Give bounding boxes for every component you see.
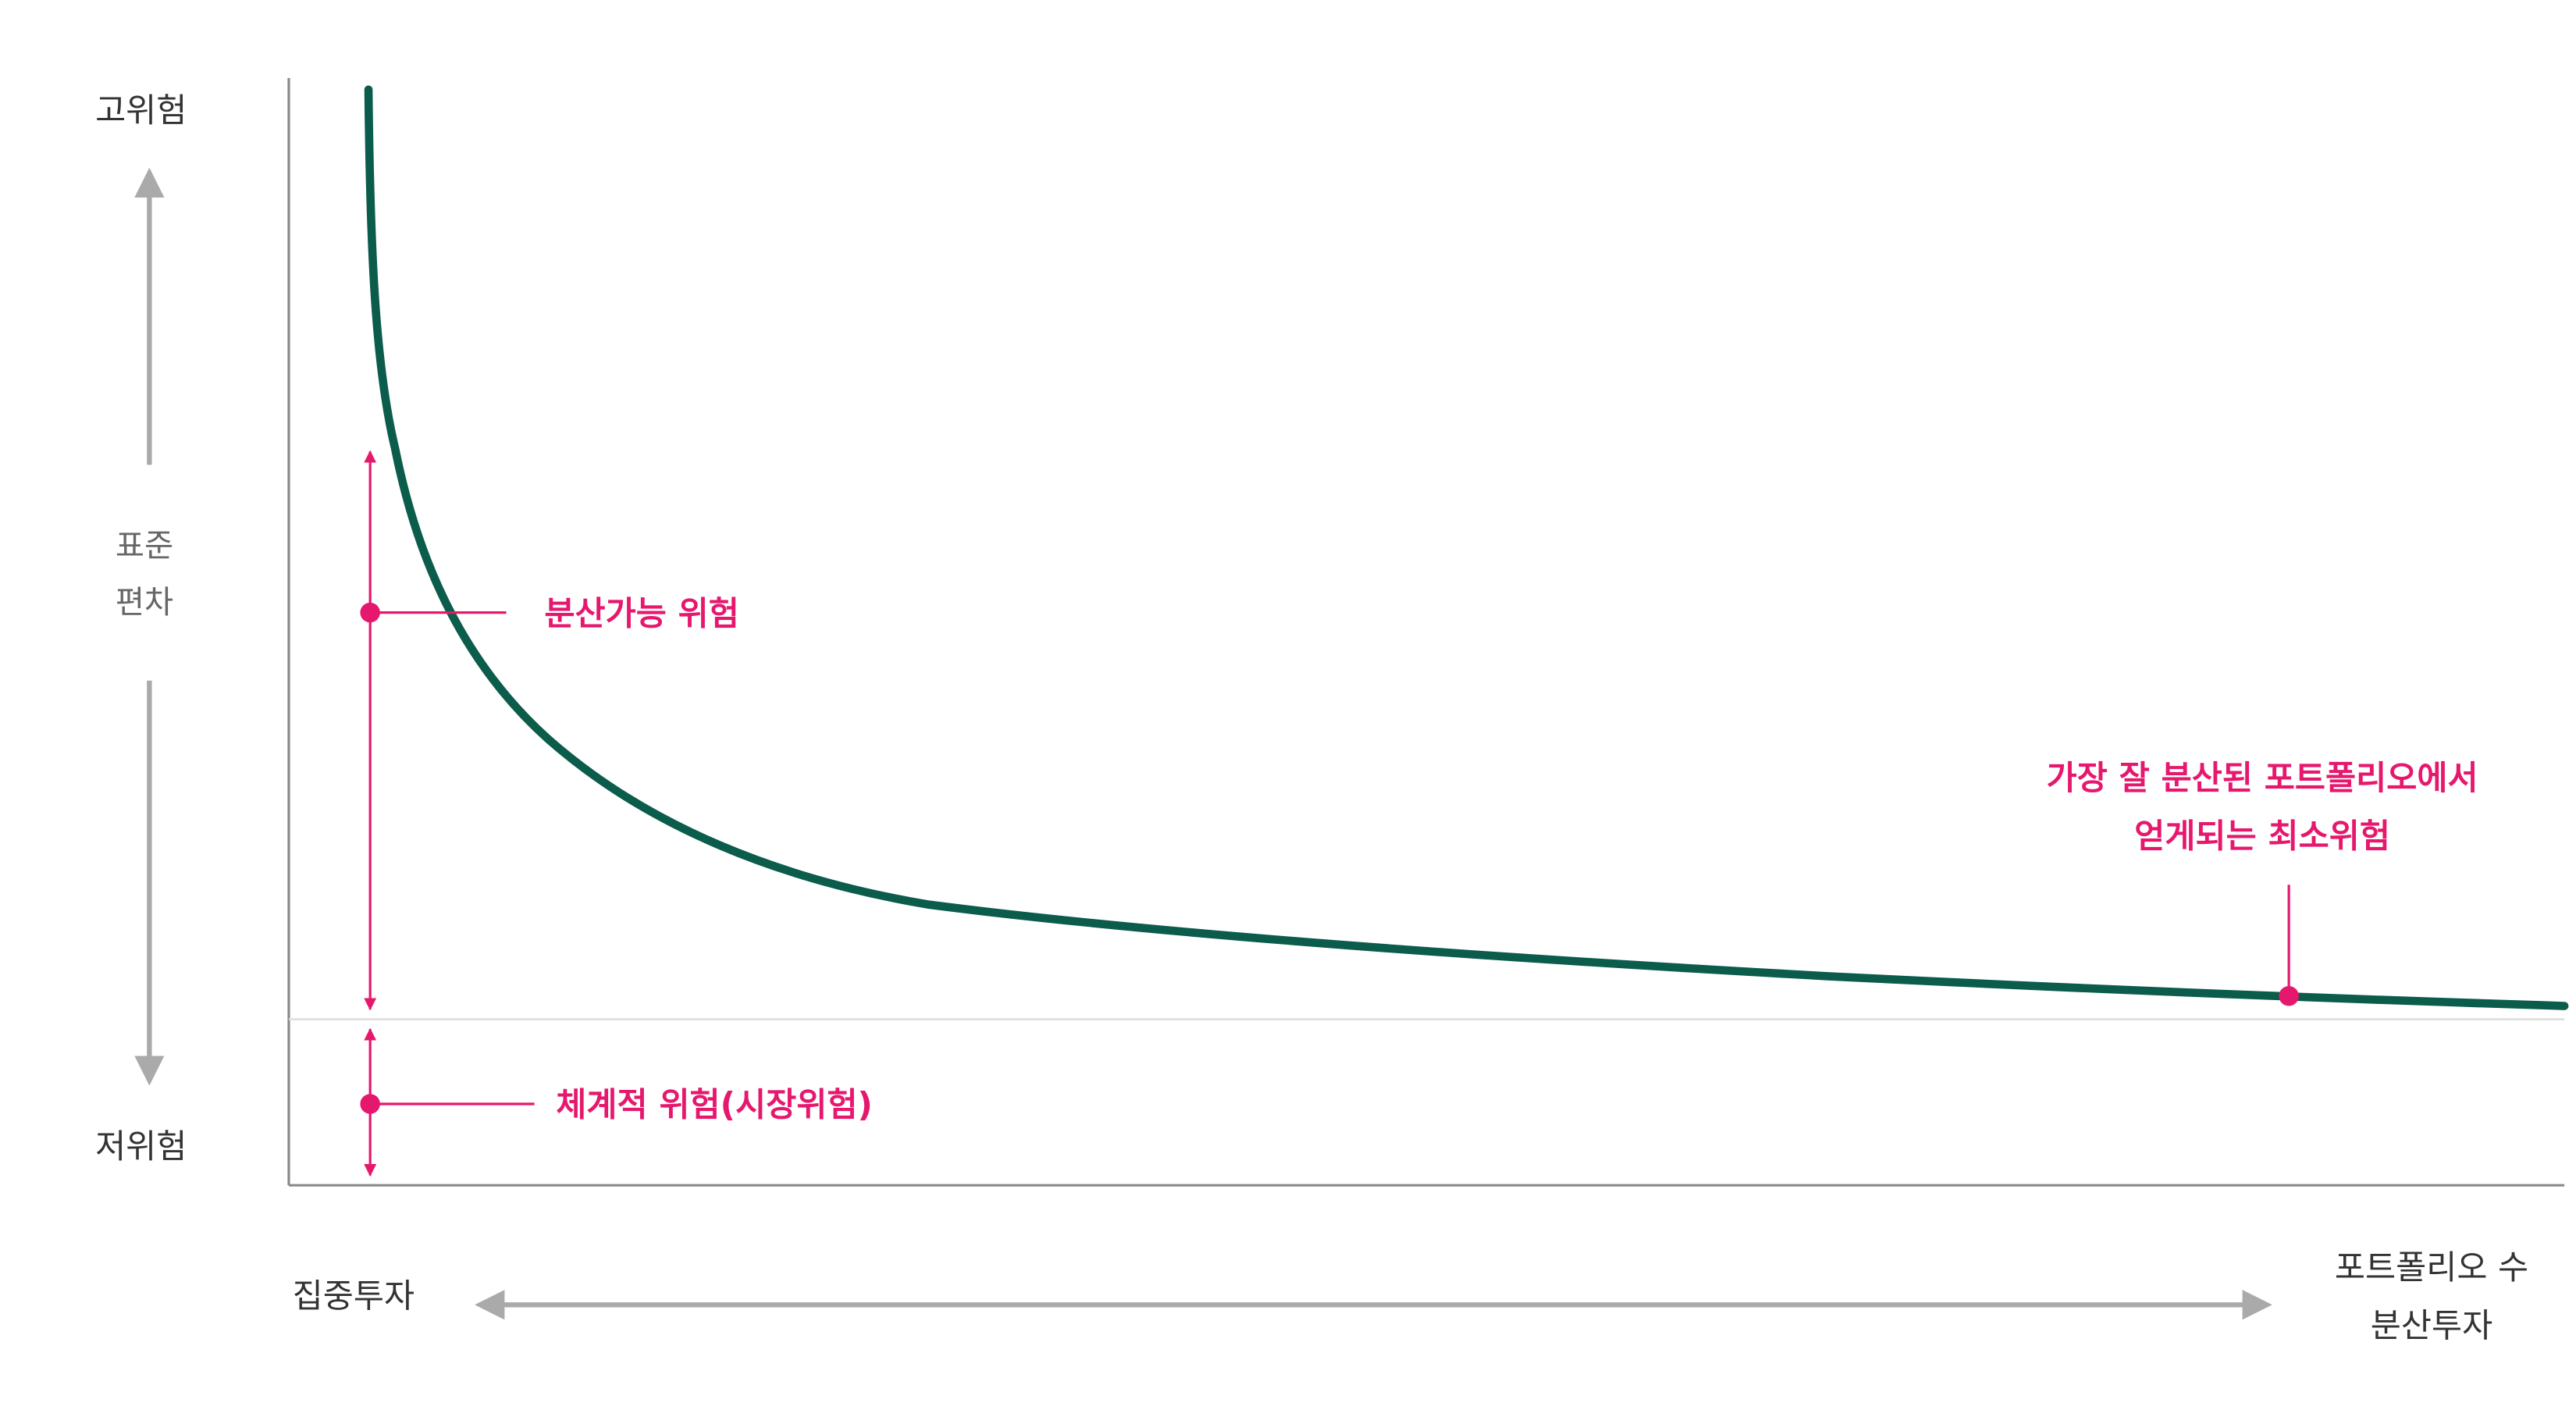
- dot: [360, 1094, 380, 1114]
- high-risk-label: 고위험: [95, 92, 187, 130]
- dot: [360, 602, 380, 623]
- diversified-label: 분산투자: [2371, 1308, 2492, 1346]
- std-label: 표준: [116, 528, 173, 564]
- minimum-risk-label: 가장 잘 분산된 포트폴리오에서: [2047, 760, 2478, 798]
- dot: [2279, 986, 2299, 1006]
- std-label: 편차: [116, 584, 173, 621]
- diversifiable-label: 분산가능 위험: [544, 595, 739, 633]
- concentrated-label: 집중투자: [293, 1277, 415, 1316]
- low-risk-label: 저위험: [95, 1128, 187, 1166]
- systematic-label: 체계적 위험(시장위험): [556, 1087, 873, 1125]
- risk-curve: [364, 85, 2569, 1010]
- minimum-risk-label: 얻게되는 최소위험: [2134, 817, 2390, 856]
- portfolio-count-label: 포트폴리오 수: [2335, 1249, 2528, 1287]
